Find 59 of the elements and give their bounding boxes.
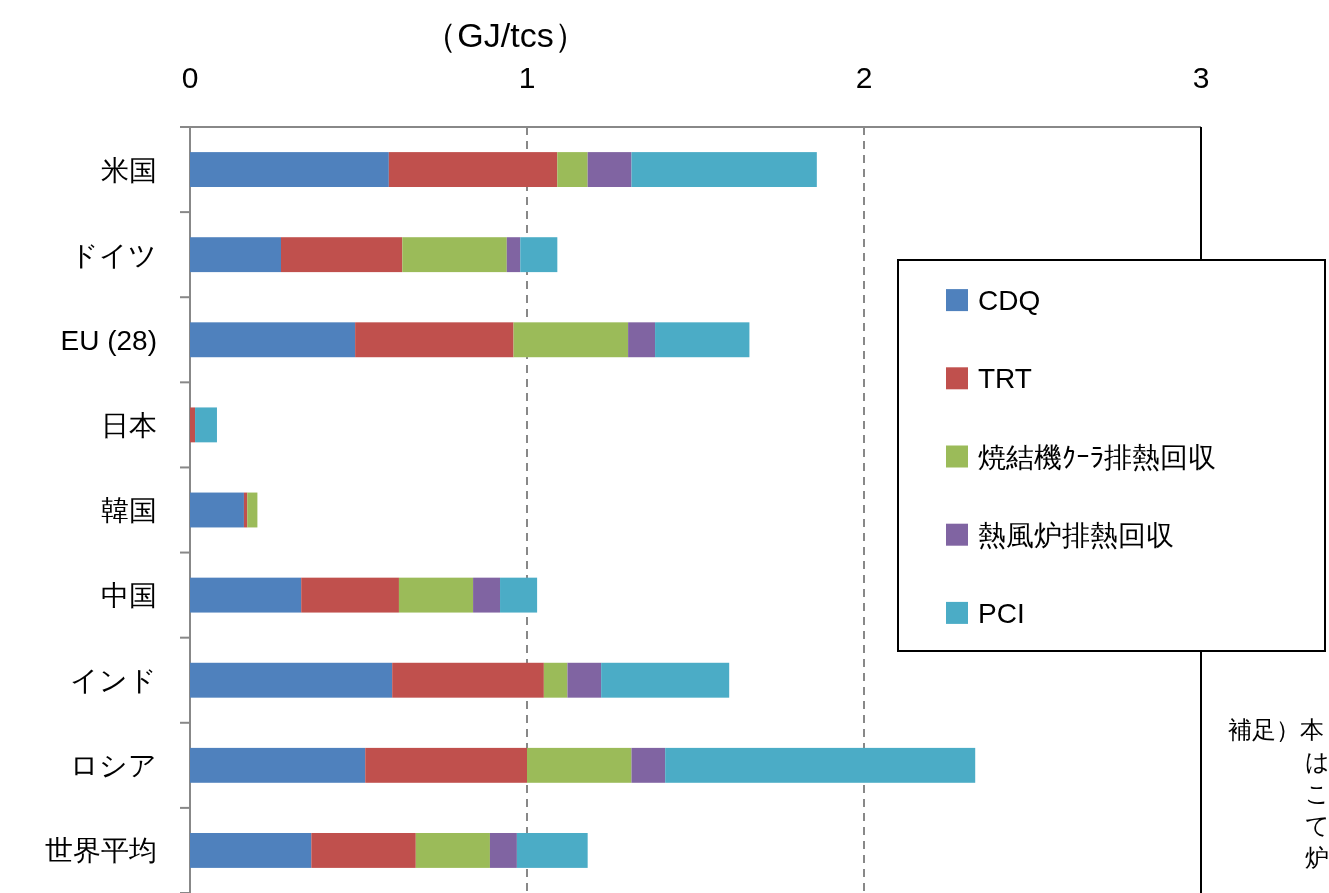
bar (567, 662, 602, 698)
bar (516, 833, 588, 868)
x-tick-label: 0 (181, 61, 199, 94)
text: 補足）本はこて炉 (1228, 716, 1329, 871)
bar (631, 747, 666, 783)
legend-label: 熱風炉排熱回収 (978, 519, 1174, 551)
bar (557, 152, 588, 187)
bar (402, 237, 507, 273)
bar (527, 747, 632, 783)
x-tick-label: 3 (1192, 61, 1210, 94)
y-tick-label: インド (70, 665, 157, 697)
bar (489, 833, 517, 868)
bar (398, 577, 474, 613)
bar (280, 237, 403, 273)
x-tick-label: 1 (518, 61, 536, 94)
y-tick-label: 中国 (101, 580, 157, 612)
y-tick-label: ロシア (70, 750, 157, 782)
bar (415, 833, 490, 868)
bar (513, 322, 629, 358)
legend-label: CDQ (978, 285, 1041, 317)
bar (190, 152, 389, 187)
bar (601, 662, 730, 698)
y-tick-label: ドイツ (70, 239, 157, 271)
legend-label: PCI (978, 597, 1025, 629)
bar (500, 577, 538, 613)
legend-label: 焼結機ｸｰﾗ排熱回収 (978, 441, 1216, 473)
bar (365, 747, 527, 783)
bar (301, 577, 399, 613)
y-tick-label: 韓国 (101, 495, 157, 526)
bar (473, 577, 501, 613)
bar (587, 152, 632, 187)
bar (247, 492, 258, 528)
y-tick-label: EU (28) (60, 324, 157, 356)
y-tick-label: 米国 (101, 154, 157, 186)
x-tick-label: 2 (855, 61, 873, 94)
bar (506, 237, 521, 273)
bar (388, 152, 558, 187)
bar (520, 237, 558, 273)
bar (311, 833, 416, 868)
y-tick-label: 日本 (101, 409, 157, 441)
bar (190, 322, 356, 358)
bar (190, 407, 196, 443)
y-tick-label: 世界平均 (45, 835, 157, 867)
bar (190, 833, 312, 868)
bar (190, 662, 393, 698)
bar (355, 322, 514, 358)
bar (195, 407, 217, 443)
legend-label: TRT (978, 363, 1032, 395)
bar (665, 747, 976, 783)
bar (655, 322, 750, 358)
bar (190, 492, 244, 528)
bar (631, 152, 817, 187)
x-axis-title: （GJ/tcs） (423, 16, 588, 54)
bar (628, 322, 656, 358)
bar (190, 237, 281, 273)
bar (190, 747, 366, 783)
bar (392, 662, 544, 698)
bar (190, 577, 302, 613)
bar (543, 662, 568, 698)
